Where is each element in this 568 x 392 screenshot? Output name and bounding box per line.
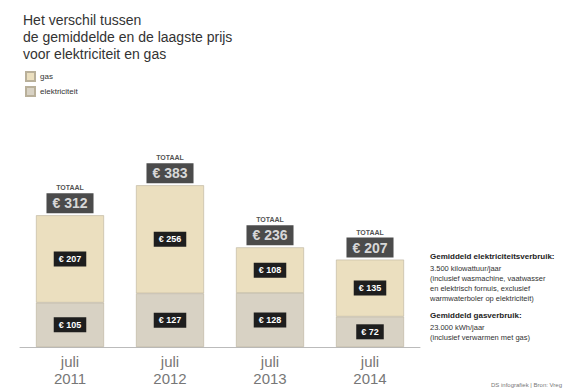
svg-text:gas: gas [40, 72, 53, 81]
svg-text:2013: 2013 [253, 370, 286, 387]
svg-text:Gemiddeld elektriciteitsverbru: Gemiddeld elektriciteitsverbruik: [430, 252, 555, 261]
svg-text:€ 207: € 207 [59, 254, 82, 264]
svg-text:juli: juli [360, 353, 379, 370]
svg-text:(inclusief verwarmen met gas): (inclusief verwarmen met gas) [430, 333, 531, 342]
svg-text:€ 312: € 312 [52, 195, 87, 211]
svg-text:€ 127: € 127 [159, 315, 182, 325]
svg-text:juli: juli [260, 353, 279, 370]
svg-text:2014: 2014 [353, 370, 386, 387]
svg-text:€ 383: € 383 [152, 165, 187, 181]
svg-text:juli: juli [60, 353, 79, 370]
svg-text:2011: 2011 [54, 370, 86, 387]
svg-text:elektriciteit: elektriciteit [40, 87, 79, 96]
svg-text:€ 207: € 207 [352, 240, 387, 256]
svg-text:juli: juli [160, 353, 179, 370]
svg-text:Het verschil tussen: Het verschil tussen [23, 12, 141, 28]
svg-text:DS infografiek | Bron: Vreg: DS infografiek | Bron: Vreg [491, 382, 562, 388]
svg-text:TOTAAL: TOTAAL [356, 229, 384, 236]
svg-text:€ 72: € 72 [361, 327, 379, 337]
svg-text:23.000 kWh/jaar: 23.000 kWh/jaar [430, 323, 485, 332]
svg-text:(inclusief wasmachine, vaatwas: (inclusief wasmachine, vaatwasser [430, 274, 546, 283]
svg-text:€ 256: € 256 [159, 234, 182, 244]
svg-text:warmwaterboler op elektricitei: warmwaterboler op elektriciteit) [429, 294, 534, 303]
svg-text:€ 108: € 108 [259, 265, 282, 275]
svg-text:TOTAAL: TOTAAL [256, 216, 284, 223]
svg-text:en elektrisch fornuis, exclusi: en elektrisch fornuis, exclusief [430, 284, 531, 293]
svg-text:TOTAAL: TOTAAL [156, 154, 184, 161]
svg-text:€ 236: € 236 [252, 227, 287, 243]
svg-text:2012: 2012 [153, 370, 186, 387]
svg-text:voor elektriciteit en gas: voor elektriciteit en gas [23, 46, 166, 62]
svg-text:Gemiddeld gasverbruik:: Gemiddeld gasverbruik: [430, 311, 522, 320]
svg-text:de gemiddelde en de laagste pr: de gemiddelde en de laagste prijs [23, 29, 232, 45]
svg-text:€ 105: € 105 [59, 320, 82, 330]
svg-text:3.500 kilowattuur/jaar: 3.500 kilowattuur/jaar [430, 264, 502, 273]
svg-text:€ 128: € 128 [259, 315, 282, 325]
svg-text:TOTAAL: TOTAAL [56, 184, 84, 191]
svg-text:€ 135: € 135 [359, 283, 382, 293]
